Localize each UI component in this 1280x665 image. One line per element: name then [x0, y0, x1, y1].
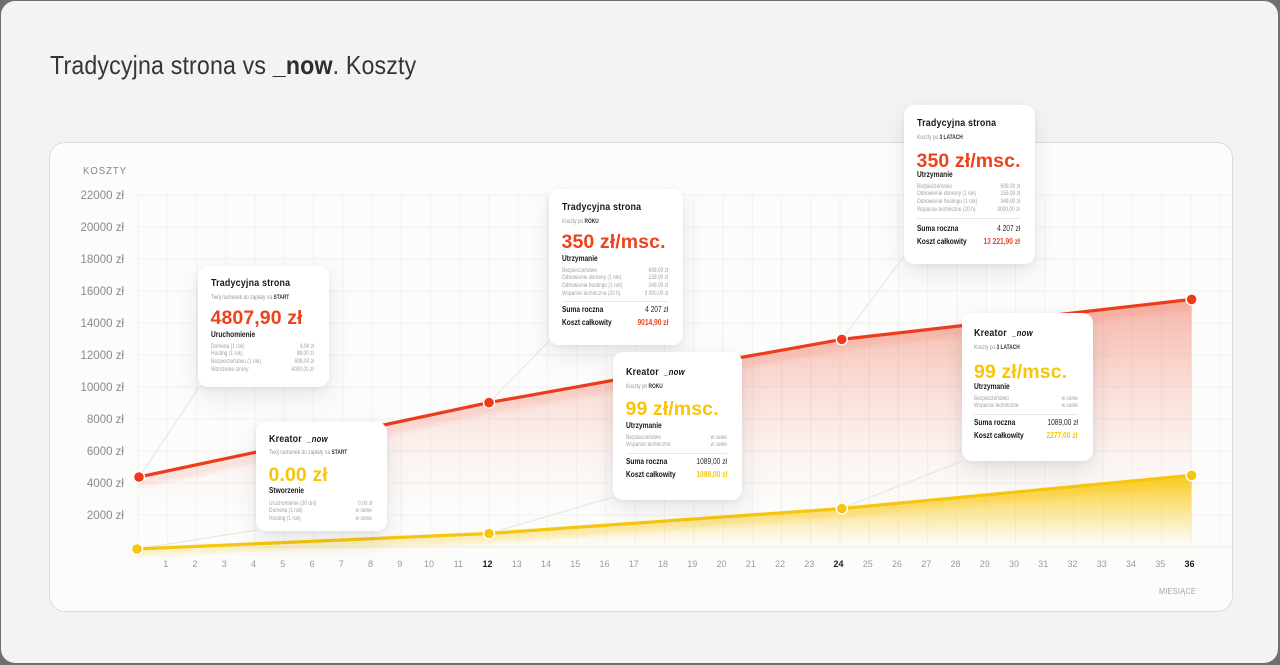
svg-text:17: 17	[629, 559, 639, 569]
svg-text:10: 10	[424, 559, 434, 569]
svg-text:13: 13	[512, 559, 522, 569]
svg-text:25: 25	[863, 559, 873, 569]
svg-text:2: 2	[192, 559, 197, 569]
svg-text:30: 30	[1009, 559, 1019, 569]
svg-text:19: 19	[687, 559, 697, 569]
svg-text:9: 9	[397, 559, 402, 569]
svg-text:33: 33	[1097, 559, 1107, 569]
svg-text:2000 zł: 2000 zł	[87, 510, 125, 522]
svg-text:16: 16	[599, 559, 609, 569]
svg-text:18000 zł: 18000 zł	[81, 254, 125, 266]
svg-text:21: 21	[746, 559, 756, 569]
svg-text:11: 11	[454, 559, 463, 569]
svg-text:34: 34	[1126, 559, 1136, 569]
svg-text:4: 4	[251, 559, 256, 569]
svg-text:18: 18	[658, 559, 668, 569]
svg-text:20000 zł: 20000 zł	[81, 222, 125, 234]
svg-text:12000 zł: 12000 zł	[81, 350, 125, 362]
svg-text:1: 1	[163, 559, 168, 569]
svg-text:22: 22	[775, 559, 785, 569]
svg-text:MIESIĄCE: MIESIĄCE	[1159, 586, 1196, 596]
svg-text:36: 36	[1184, 559, 1194, 569]
svg-text:29: 29	[980, 559, 990, 569]
svg-text:35: 35	[1155, 559, 1165, 569]
svg-text:24: 24	[833, 559, 843, 569]
svg-text:16000 zł: 16000 zł	[81, 286, 125, 298]
svg-text:12: 12	[482, 559, 492, 569]
svg-text:15: 15	[570, 559, 580, 569]
svg-text:6000 zł: 6000 zł	[87, 446, 125, 458]
svg-text:7: 7	[339, 559, 344, 569]
svg-text:28: 28	[950, 559, 960, 569]
svg-text:4000 zł: 4000 zł	[87, 478, 125, 490]
svg-text:6: 6	[309, 559, 314, 569]
svg-text:31: 31	[1038, 559, 1048, 569]
svg-text:26: 26	[892, 559, 902, 569]
svg-text:14: 14	[541, 559, 551, 569]
svg-text:8: 8	[368, 559, 373, 569]
svg-text:3: 3	[222, 559, 227, 569]
svg-text:KOSZTY: KOSZTY	[83, 166, 127, 177]
svg-text:14000 zł: 14000 zł	[81, 318, 125, 330]
svg-text:23: 23	[804, 559, 814, 569]
svg-text:22000 zł: 22000 zł	[81, 190, 125, 202]
svg-text:20: 20	[716, 559, 726, 569]
svg-text:5: 5	[280, 559, 285, 569]
svg-text:8000 zł: 8000 zł	[87, 414, 125, 426]
svg-text:27: 27	[921, 559, 931, 569]
svg-text:32: 32	[1067, 559, 1077, 569]
svg-text:10000 zł: 10000 zł	[81, 382, 125, 394]
